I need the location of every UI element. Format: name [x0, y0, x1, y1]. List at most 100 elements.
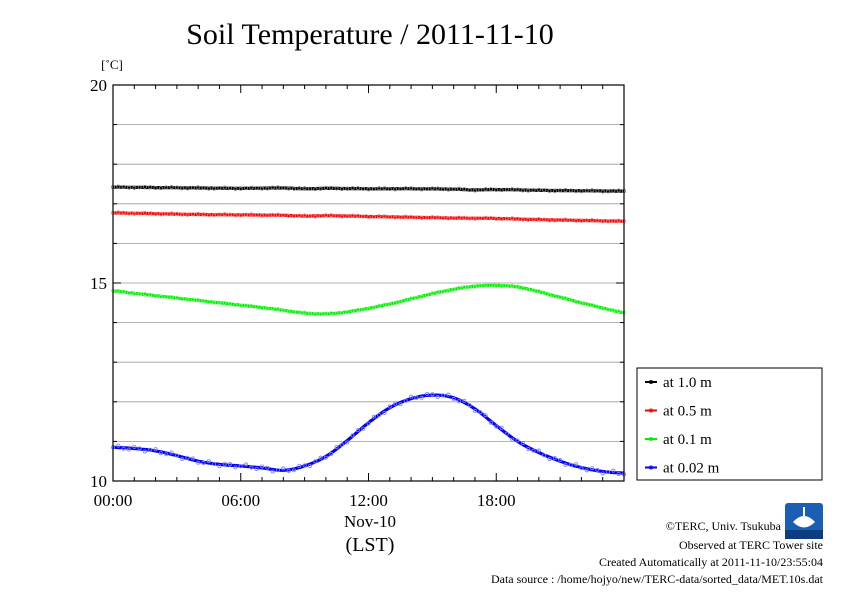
series-point: [382, 410, 387, 415]
series-point: [488, 283, 493, 288]
series-point: [249, 185, 254, 190]
series-point: [579, 189, 584, 194]
series-point: [488, 420, 493, 425]
series-point: [563, 462, 568, 467]
series-point: [467, 403, 472, 408]
series-point: [520, 217, 525, 222]
series-point: [584, 301, 589, 306]
series-point: [377, 303, 382, 308]
series-point: [244, 186, 249, 191]
series-point: [291, 214, 296, 219]
series-point: [419, 216, 424, 221]
series-point: [158, 451, 163, 456]
series-layer: [111, 184, 627, 477]
series-point: [217, 212, 222, 217]
series-point: [494, 216, 499, 221]
series-point: [366, 421, 371, 426]
chart-title: Soil Temperature / 2011-11-10: [186, 18, 554, 51]
series-point: [504, 187, 509, 192]
series-point: [387, 404, 392, 409]
x-tick-label: 12:00: [349, 491, 388, 510]
series-point: [558, 295, 563, 300]
series-point: [126, 211, 131, 216]
series-point: [286, 468, 291, 473]
series-point: [254, 212, 259, 217]
series-point: [382, 302, 387, 307]
series-point: [611, 188, 616, 193]
series-point: [313, 187, 318, 192]
series-point: [616, 218, 621, 223]
series-point: [169, 294, 174, 299]
series-point: [430, 392, 435, 397]
series-point: [558, 217, 563, 222]
x-axis-date-label: Nov-10: [344, 512, 396, 531]
series-point: [542, 217, 547, 222]
series-point: [520, 286, 525, 291]
series-point: [201, 185, 206, 190]
series-point: [611, 308, 616, 313]
series-point: [462, 187, 467, 192]
series-point: [345, 214, 350, 219]
series-point: [116, 443, 121, 448]
series-point: [313, 459, 318, 464]
series-point: [297, 213, 302, 218]
series-point: [313, 214, 318, 219]
series-point: [419, 187, 424, 192]
series-point: [276, 468, 281, 473]
series-point: [142, 184, 147, 189]
series-point: [190, 297, 195, 302]
y-tick-label: 15: [90, 274, 107, 293]
series-point: [542, 188, 547, 193]
series-point: [148, 211, 153, 216]
series-point: [595, 467, 600, 472]
series-point: [196, 297, 201, 302]
series-point: [403, 398, 408, 403]
series-point: [281, 185, 286, 190]
series-point: [318, 455, 323, 460]
series-point: [366, 215, 371, 220]
series-point: [414, 215, 419, 220]
series-point: [153, 185, 158, 190]
series-point: [590, 466, 595, 471]
series-point: [121, 210, 126, 215]
series-point: [260, 464, 265, 469]
series-point: [180, 456, 185, 461]
series-point: [616, 471, 621, 476]
series-point: [297, 463, 302, 468]
series-point: [472, 188, 477, 193]
series-point: [132, 444, 137, 449]
series-point: [302, 186, 307, 191]
series-point: [499, 284, 504, 289]
axis-ticks: 10 15 20 00:00 06:00 12:00 18:00: [90, 76, 625, 510]
series-point: [318, 214, 323, 219]
series-point: [547, 292, 552, 297]
series-point: [494, 187, 499, 192]
series-point: [472, 284, 477, 289]
series-point: [462, 215, 467, 220]
data-source-text: Data source : /home/hojyo/new/TERC-data/…: [491, 572, 824, 586]
series-point: [584, 188, 589, 193]
series-point: [270, 469, 275, 474]
series-point: [600, 219, 605, 224]
series-point: [526, 188, 531, 193]
series-point: [228, 186, 233, 191]
series-point: [116, 184, 121, 189]
y-tick-label: 20: [90, 76, 107, 95]
series-point: [419, 294, 424, 299]
series-point: [403, 297, 408, 302]
series-point: [430, 291, 435, 296]
series-point: [158, 294, 163, 299]
series-point: [206, 186, 211, 191]
x-axis-timezone-label: (LST): [346, 534, 395, 556]
series-point: [611, 468, 616, 473]
series-point: [425, 186, 430, 191]
series-point: [526, 287, 531, 292]
series-point: [382, 186, 387, 191]
series-point: [302, 310, 307, 315]
series-point: [345, 186, 350, 191]
series-point: [393, 187, 398, 192]
series-point: [132, 291, 137, 296]
series-point: [409, 394, 414, 399]
series-point: [590, 302, 595, 307]
